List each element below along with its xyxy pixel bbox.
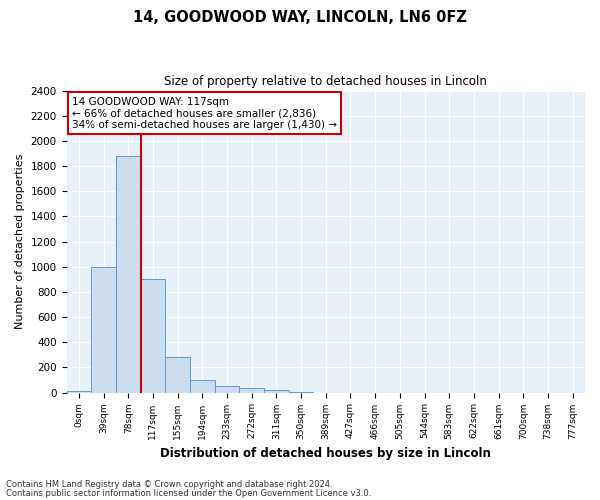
Bar <box>239 388 264 392</box>
Title: Size of property relative to detached houses in Lincoln: Size of property relative to detached ho… <box>164 75 487 88</box>
Bar <box>116 156 140 392</box>
Text: 14 GOODWOOD WAY: 117sqm
← 66% of detached houses are smaller (2,836)
34% of semi: 14 GOODWOOD WAY: 117sqm ← 66% of detache… <box>72 96 337 130</box>
Bar <box>215 386 239 392</box>
Text: Contains public sector information licensed under the Open Government Licence v3: Contains public sector information licen… <box>6 489 371 498</box>
Y-axis label: Number of detached properties: Number of detached properties <box>15 154 25 329</box>
Bar <box>165 358 190 392</box>
Bar <box>190 380 215 392</box>
Bar <box>264 390 289 392</box>
X-axis label: Distribution of detached houses by size in Lincoln: Distribution of detached houses by size … <box>160 447 491 460</box>
Bar <box>67 390 91 392</box>
Bar <box>140 280 165 392</box>
Text: 14, GOODWOOD WAY, LINCOLN, LN6 0FZ: 14, GOODWOOD WAY, LINCOLN, LN6 0FZ <box>133 10 467 25</box>
Text: Contains HM Land Registry data © Crown copyright and database right 2024.: Contains HM Land Registry data © Crown c… <box>6 480 332 489</box>
Bar <box>91 266 116 392</box>
